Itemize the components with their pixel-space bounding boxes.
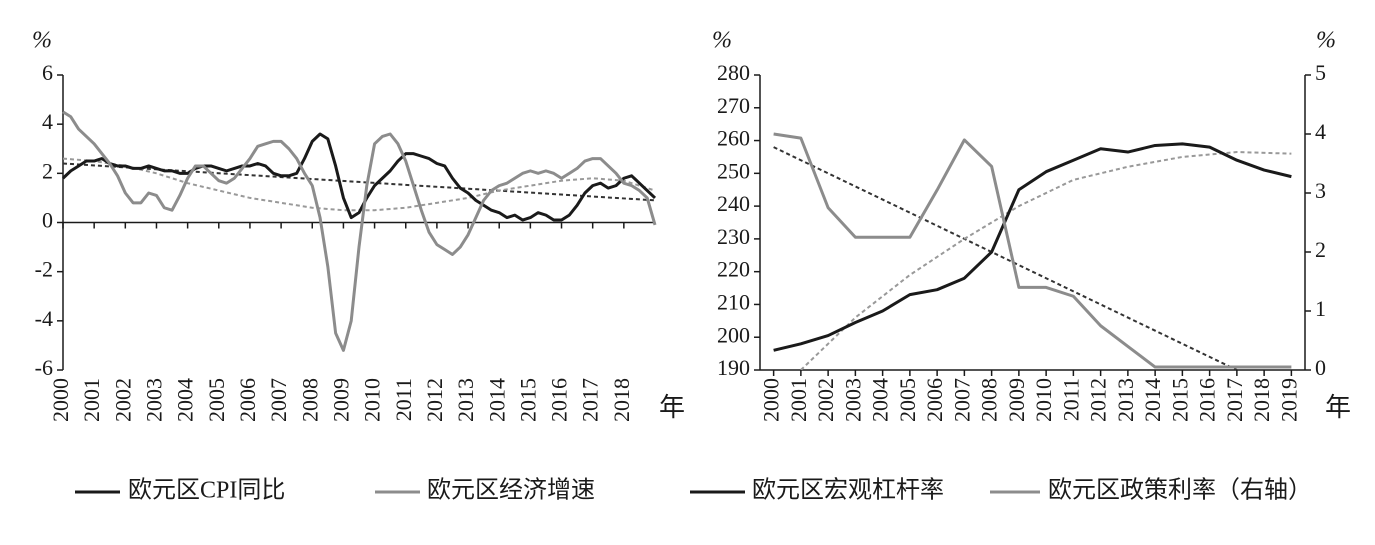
y2-tick-label: 3 bbox=[1315, 178, 1326, 203]
x-tick-label: 2018 bbox=[609, 378, 634, 422]
x-tick-label: 2018 bbox=[1249, 378, 1274, 422]
x-tick-label: 2005 bbox=[895, 378, 920, 422]
y-tick-label: -6 bbox=[35, 355, 53, 380]
y-tick-label: 6 bbox=[42, 60, 53, 85]
y-tick-label: 2 bbox=[42, 158, 53, 183]
y2-tick-label: 2 bbox=[1315, 237, 1326, 262]
y-tick-label: 240 bbox=[717, 191, 750, 216]
x-tick-label: 2000 bbox=[759, 378, 784, 422]
y-tick-label: 4 bbox=[42, 109, 53, 134]
y-tick-label: 0 bbox=[42, 208, 53, 233]
legend-label: 欧元区CPI同比 bbox=[128, 477, 285, 504]
x-tick-label: 2006 bbox=[922, 378, 947, 422]
x-tick-label: 2017 bbox=[578, 378, 603, 422]
x-tick-label: 2013 bbox=[453, 378, 478, 422]
y2-tick-label: 5 bbox=[1315, 60, 1326, 85]
x-tick-label: 2011 bbox=[1058, 378, 1083, 421]
y-tick-label: 210 bbox=[717, 289, 750, 314]
x-tick-label: 2016 bbox=[547, 378, 572, 422]
x-tick-label: 2015 bbox=[515, 378, 540, 422]
x-tick-label: 2007 bbox=[266, 378, 291, 422]
x-tick-label: 2008 bbox=[297, 378, 322, 422]
series-line bbox=[61, 132, 657, 222]
y-tick-label: 230 bbox=[717, 224, 750, 249]
y-tick-label: -2 bbox=[35, 257, 53, 282]
x-tick-label: 2003 bbox=[840, 378, 865, 422]
y-tick-label: 260 bbox=[717, 126, 750, 151]
series-line bbox=[773, 132, 1292, 369]
legend-label: 欧元区政策利率（右轴） bbox=[1048, 477, 1312, 504]
x-tick-label: 2014 bbox=[1140, 378, 1165, 422]
y-axis-unit: % bbox=[32, 28, 52, 54]
y2-tick-label: 4 bbox=[1315, 119, 1326, 144]
x-tick-label: 2009 bbox=[328, 378, 353, 422]
y2-axis-unit: % bbox=[1316, 28, 1336, 54]
x-tick-label: 2005 bbox=[204, 378, 229, 422]
x-tick-label: 2019 bbox=[1276, 378, 1301, 422]
y-tick-label: 250 bbox=[717, 158, 750, 183]
legend-label: 欧元区宏观杠杆率 bbox=[752, 477, 944, 504]
x-tick-label: 2011 bbox=[391, 378, 416, 421]
y-axis-unit: % bbox=[712, 28, 732, 54]
x-tick-label: 2010 bbox=[360, 378, 385, 422]
x-tick-label: 2007 bbox=[949, 378, 974, 422]
y-tick-label: 220 bbox=[717, 257, 750, 282]
y-tick-label: 270 bbox=[717, 93, 750, 118]
x-tick-label: 2013 bbox=[1113, 378, 1138, 422]
x-tick-label: 2003 bbox=[142, 378, 167, 422]
series-line bbox=[62, 110, 657, 352]
x-tick-label: 2002 bbox=[110, 378, 135, 422]
x-axis-unit: 年 bbox=[659, 393, 685, 422]
x-tick-label: 2015 bbox=[1167, 378, 1192, 422]
x-tick-label: 2012 bbox=[422, 378, 447, 422]
y2-tick-label: 0 bbox=[1315, 355, 1326, 380]
x-tick-label: 2008 bbox=[977, 378, 1002, 422]
x-tick-label: 2001 bbox=[79, 378, 104, 422]
x-tick-label: 2006 bbox=[235, 378, 260, 422]
x-tick-label: 2001 bbox=[786, 378, 811, 422]
series-line bbox=[773, 142, 1292, 352]
y-tick-label: 190 bbox=[717, 355, 750, 380]
x-tick-label: 2009 bbox=[1004, 378, 1029, 422]
y2-tick-label: 1 bbox=[1315, 296, 1326, 321]
legend-label: 欧元区经济增速 bbox=[427, 477, 595, 504]
x-tick-label: 2012 bbox=[1086, 378, 1111, 422]
y-tick-label: 200 bbox=[717, 322, 750, 347]
y-tick-label: -4 bbox=[35, 306, 53, 331]
y-tick-label: 280 bbox=[717, 60, 750, 85]
x-tick-label: 2014 bbox=[484, 378, 509, 422]
trend-line bbox=[800, 151, 1292, 370]
x-tick-label: 2017 bbox=[1222, 378, 1247, 422]
trend-line bbox=[773, 146, 1238, 370]
x-tick-label: 2004 bbox=[173, 378, 198, 422]
x-tick-label: 2000 bbox=[48, 378, 73, 422]
x-axis-unit: 年 bbox=[1325, 393, 1351, 422]
x-tick-label: 2004 bbox=[868, 378, 893, 422]
x-tick-label: 2010 bbox=[1031, 378, 1056, 422]
x-tick-label: 2002 bbox=[813, 378, 838, 422]
x-tick-label: 2016 bbox=[1195, 378, 1220, 422]
